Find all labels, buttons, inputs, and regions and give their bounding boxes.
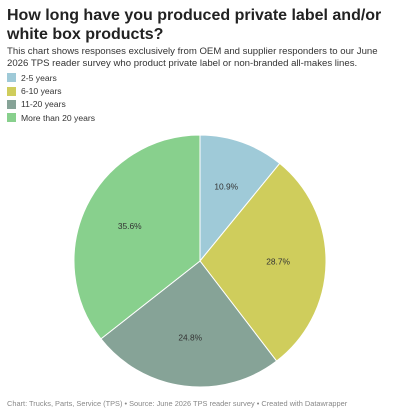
legend-label: More than 20 years — [21, 112, 96, 123]
legend-label: 6-10 years — [21, 86, 62, 97]
footer: Chart: Trucks, Parts, Service (TPS) • So… — [7, 399, 348, 408]
data-label: 35.6% — [118, 221, 142, 231]
data-label: 10.9% — [214, 182, 238, 192]
legend-label: 11-20 years — [21, 99, 66, 110]
data-label: 24.8% — [178, 333, 202, 343]
legend-item: 2-5 years — [7, 71, 95, 84]
legend-swatch — [7, 113, 16, 123]
legend-item: 11-20 years — [7, 98, 95, 111]
pie-slice — [199, 134, 281, 263]
legend-swatch — [7, 73, 16, 83]
chart-title: How long have you produced private label… — [7, 7, 382, 43]
legend: 2-5 years 6-10 years 11-20 years More than … — [7, 71, 95, 125]
legend-item: More than 20 years — [7, 111, 95, 124]
pie-slice — [100, 260, 278, 388]
pie-slice — [199, 162, 327, 362]
legend-swatch — [7, 99, 16, 109]
data-label: 28.7% — [266, 256, 290, 266]
pie-slice — [73, 134, 201, 340]
chart-subtitle: This chart shows responses exclusively f… — [7, 46, 378, 69]
legend-label: 2-5 years — [21, 72, 57, 83]
legend-swatch — [7, 86, 16, 96]
legend-item: 6-10 years — [7, 84, 95, 97]
